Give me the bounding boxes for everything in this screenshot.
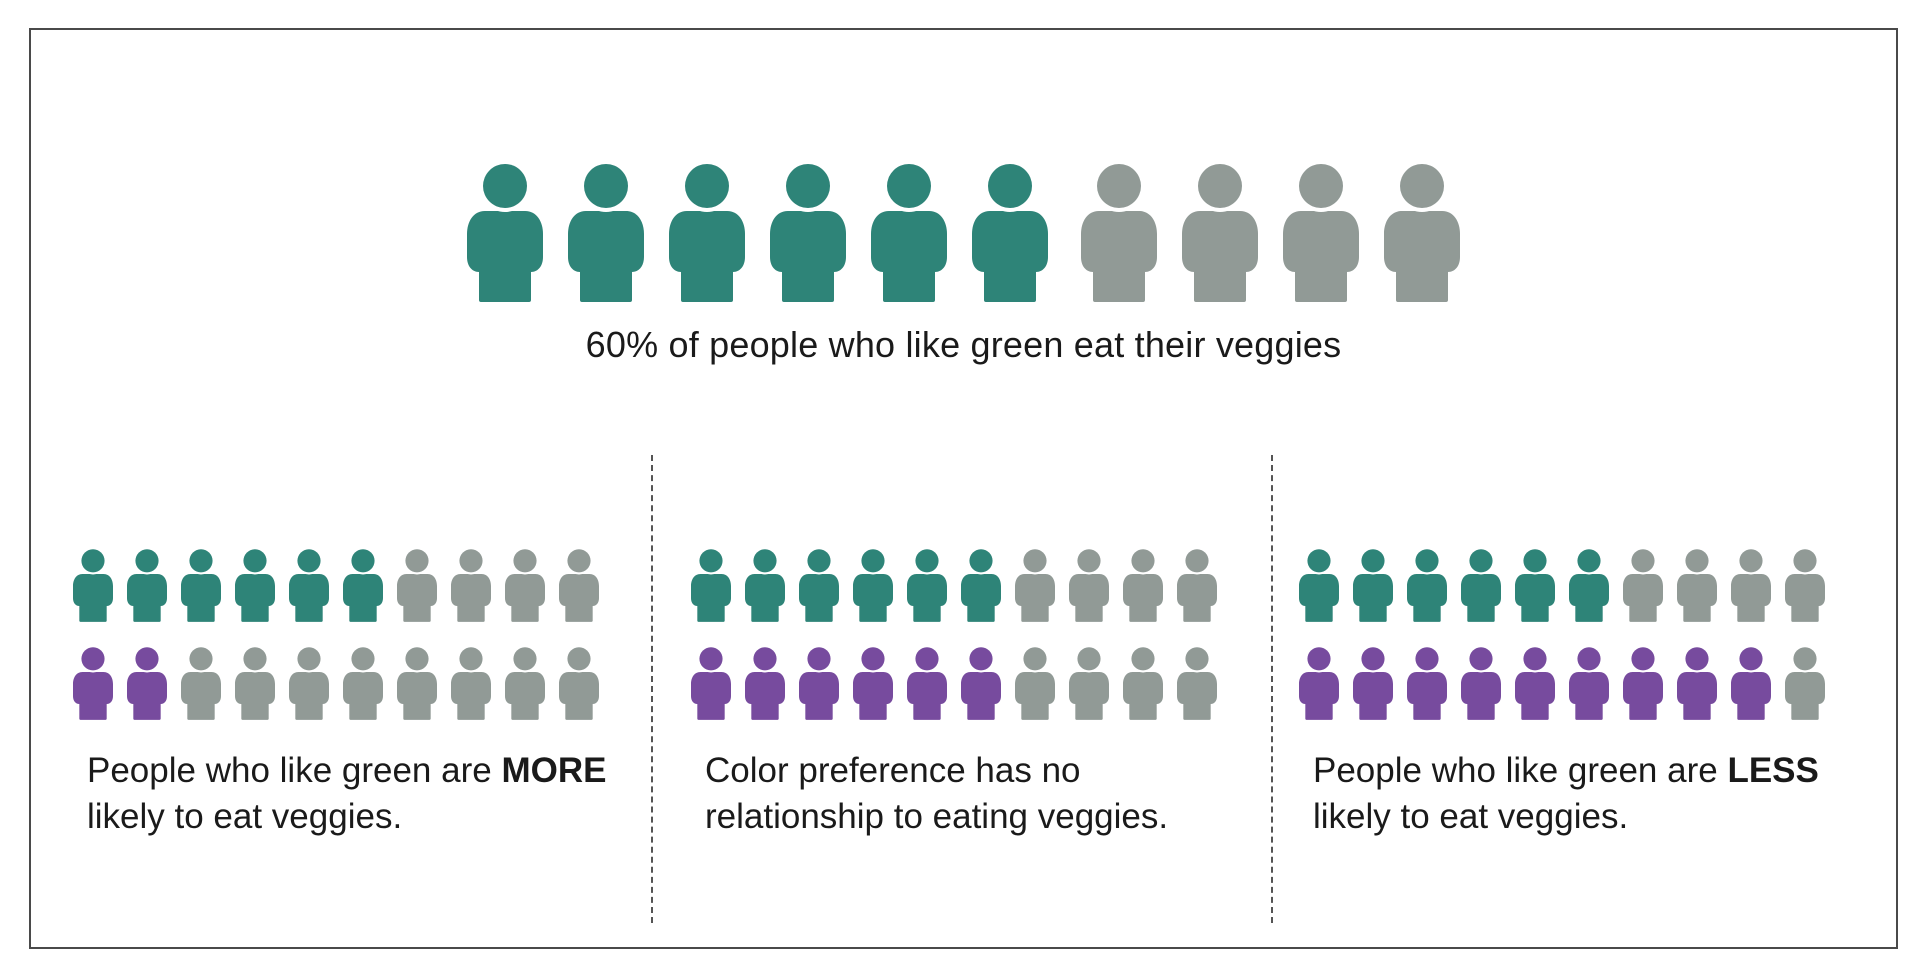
person-icon: [691, 548, 731, 622]
person-icon: [289, 646, 329, 720]
person-icon: [181, 646, 221, 720]
person-icon: [1569, 646, 1609, 720]
person-icon: [1123, 646, 1163, 720]
person-icon: [1299, 646, 1339, 720]
person-icon: [1015, 548, 1055, 622]
panel-more: People who like green are MORE likely to…: [73, 548, 606, 836]
person-icon: [235, 646, 275, 720]
person-icon: [961, 646, 1001, 720]
person-icon: [745, 548, 785, 622]
person-icon: [1677, 646, 1717, 720]
person-icon: [1299, 548, 1339, 622]
person-icon: [568, 162, 644, 302]
person-icon: [669, 162, 745, 302]
panel-caption: Color preference has no relationship to …: [705, 751, 1169, 836]
person-icon: [972, 162, 1048, 302]
person-icon: [235, 548, 275, 622]
person-icon: [1407, 646, 1447, 720]
person-icon: [397, 548, 437, 622]
person-icon: [1569, 548, 1609, 622]
person-icon: [73, 646, 113, 720]
panel-no-relationship: Color preference has no relationship to …: [691, 548, 1217, 836]
person-icon: [871, 162, 947, 302]
purple-person-row: [1299, 646, 1825, 720]
person-icon: [961, 548, 1001, 622]
person-icon: [559, 548, 599, 622]
person-icon: [451, 548, 491, 622]
person-icon: [853, 646, 893, 720]
person-icon: [1785, 548, 1825, 622]
person-icon: [907, 646, 947, 720]
purple-person-row: [691, 646, 1217, 720]
person-icon: [1623, 548, 1663, 622]
person-icon: [1461, 646, 1501, 720]
person-icon: [1407, 548, 1447, 622]
person-icon: [799, 646, 839, 720]
person-icon: [1384, 162, 1460, 302]
person-icon: [181, 548, 221, 622]
person-icon: [1677, 548, 1717, 622]
person-icon: [1515, 548, 1555, 622]
person-icon: [907, 548, 947, 622]
main-caption: 60% of people who like green eat their v…: [585, 324, 1342, 365]
person-icon: [745, 646, 785, 720]
person-icon: [1015, 646, 1055, 720]
person-icon: [505, 646, 545, 720]
person-icon: [1785, 646, 1825, 720]
person-icon: [397, 646, 437, 720]
panel-less: People who like green are LESS likely to…: [1299, 548, 1825, 836]
person-icon: [799, 548, 839, 622]
person-icon: [1353, 646, 1393, 720]
divider-left: [651, 455, 653, 923]
person-icon: [1182, 162, 1258, 302]
person-icon: [1069, 548, 1109, 622]
person-icon: [1283, 162, 1359, 302]
person-icon: [127, 646, 167, 720]
person-icon: [1123, 548, 1163, 622]
person-icon: [1731, 646, 1771, 720]
main-person-row: [31, 162, 1896, 302]
person-icon: [1731, 548, 1771, 622]
panel-caption: People who like green are LESS likely to…: [1313, 751, 1819, 836]
person-icon: [289, 548, 329, 622]
person-icon: [1515, 646, 1555, 720]
person-icon: [127, 548, 167, 622]
person-icon: [343, 646, 383, 720]
person-icon: [343, 548, 383, 622]
person-icon: [1177, 646, 1217, 720]
person-icon: [451, 646, 491, 720]
person-icon: [505, 548, 545, 622]
divider-right: [1271, 455, 1273, 923]
infographic-frame: 60% of people who like green eat their v…: [29, 28, 1898, 949]
person-icon: [1177, 548, 1217, 622]
purple-person-row: [73, 646, 599, 720]
person-icon: [1353, 548, 1393, 622]
person-icon: [1623, 646, 1663, 720]
person-icon: [1081, 162, 1157, 302]
person-icon: [467, 162, 543, 302]
person-icon: [559, 646, 599, 720]
person-icon: [853, 548, 893, 622]
panel-caption: People who like green are MORE likely to…: [87, 751, 607, 836]
green-person-row: [691, 548, 1217, 622]
green-person-row: [1299, 548, 1825, 622]
person-icon: [770, 162, 846, 302]
person-icon: [73, 548, 113, 622]
person-icon: [691, 646, 731, 720]
person-icon: [1069, 646, 1109, 720]
green-person-row: [73, 548, 599, 622]
person-icon: [1461, 548, 1501, 622]
